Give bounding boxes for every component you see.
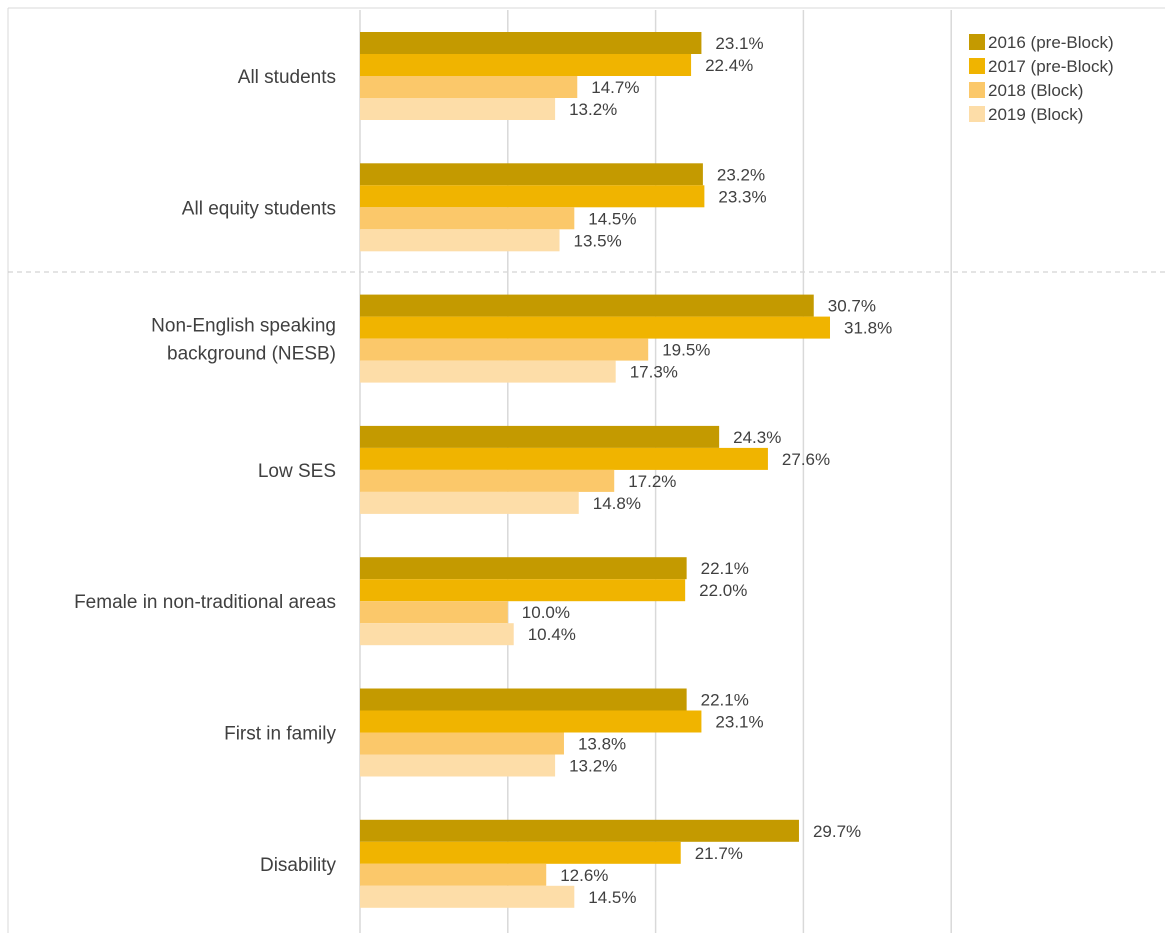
bar-female-in-non-traditional-areas-2017-pre-block <box>360 579 686 602</box>
legend-swatch-2017-pre-block <box>969 58 985 74</box>
value-label-all-equity-students-2017-pre-block: 23.3% <box>718 187 766 206</box>
bar-low-ses-2016-pre-block <box>360 425 720 448</box>
bar-low-ses-2017-pre-block <box>360 447 768 470</box>
bar-all-equity-students-2016-pre-block <box>360 163 703 186</box>
value-label-first-in-family-2019-block: 13.2% <box>569 757 617 776</box>
value-label-all-students-2016-pre-block: 23.1% <box>715 34 763 53</box>
value-label-all-equity-students-2019-block: 13.5% <box>574 231 622 250</box>
bar-female-in-non-traditional-areas-2018-block <box>360 601 508 624</box>
legend-label-2018-block: 2018 (Block) <box>988 81 1083 100</box>
value-label-first-in-family-2017-pre-block: 23.1% <box>715 713 763 732</box>
category-label-low-ses: Low SES <box>258 461 336 482</box>
category-label-line: Female in non-traditional areas <box>74 592 336 613</box>
bar-female-in-non-traditional-areas-2019-block <box>360 623 514 646</box>
bar-all-students-2018-block <box>360 76 578 98</box>
legend-swatch-2018-block <box>969 82 985 98</box>
value-label-first-in-family-2016-pre-block: 22.1% <box>701 691 749 710</box>
category-label-first-in-family: First in family <box>224 724 336 745</box>
value-label-non-english-speaking-background-nesb-2016-pre-block: 30.7% <box>828 297 876 316</box>
bar-first-in-family-2019-block <box>360 754 556 777</box>
value-label-female-in-non-traditional-areas-2019-block: 10.4% <box>528 625 576 644</box>
category-label-all-equity-students: All equity students <box>182 198 336 219</box>
value-label-disability-2018-block: 12.6% <box>560 866 608 885</box>
value-label-all-equity-students-2018-block: 14.5% <box>588 209 636 228</box>
bar-all-students-2016-pre-block <box>360 32 702 54</box>
category-label-line: Non-English speaking <box>151 316 336 337</box>
bar-disability-2017-pre-block <box>360 841 681 864</box>
value-label-first-in-family-2018-block: 13.8% <box>578 735 626 754</box>
value-label-all-students-2019-block: 13.2% <box>569 100 617 119</box>
category-label-all-students: All students <box>238 67 336 88</box>
bar-all-equity-students-2017-pre-block <box>360 185 705 208</box>
value-label-disability-2016-pre-block: 29.7% <box>813 822 861 841</box>
category-label-line: All equity students <box>182 198 336 219</box>
value-label-all-students-2018-block: 14.7% <box>591 78 639 97</box>
value-label-non-english-speaking-background-nesb-2017-pre-block: 31.8% <box>844 319 892 338</box>
value-label-female-in-non-traditional-areas-2016-pre-block: 22.1% <box>701 559 749 578</box>
bar-all-students-2019-block <box>360 98 556 120</box>
legend: 2016 (pre-Block) 2017 (pre-Block) 2018 (Bl… <box>969 33 1114 124</box>
category-label-line: All students <box>238 67 336 88</box>
value-label-non-english-speaking-background-nesb-2019-block: 17.3% <box>630 363 678 382</box>
category-label-disability: Disability <box>260 855 337 876</box>
value-label-disability-2019-block: 14.5% <box>588 888 636 907</box>
value-label-non-english-speaking-background-nesb-2018-block: 19.5% <box>662 341 710 360</box>
legend-label-2017-pre-block: 2017 (pre-Block) <box>988 57 1114 76</box>
bar-first-in-family-2016-pre-block <box>360 688 687 711</box>
legend-label-2016-pre-block: 2016 (pre-Block) <box>988 33 1114 52</box>
category-label-non-english-speaking-background-nesb: Non-English speaking background (NESB) <box>151 316 336 365</box>
category-label-line: Low SES <box>258 461 336 482</box>
category-label-female-in-non-traditional-areas: Female in non-traditional areas <box>74 592 336 613</box>
bar-all-students-2017-pre-block <box>360 54 692 76</box>
value-label-all-students-2017-pre-block: 22.4% <box>705 56 753 75</box>
legend-label-2019-block: 2019 (Block) <box>988 105 1083 124</box>
value-label-female-in-non-traditional-areas-2017-pre-block: 22.0% <box>699 581 747 600</box>
bars <box>360 32 831 908</box>
bar-all-equity-students-2018-block <box>360 207 575 230</box>
value-label-low-ses-2019-block: 14.8% <box>593 494 641 513</box>
bar-low-ses-2018-block <box>360 469 615 492</box>
value-label-all-equity-students-2016-pre-block: 23.2% <box>717 165 765 184</box>
legend-swatch-2019-block <box>969 106 985 122</box>
bar-all-equity-students-2019-block <box>360 229 560 252</box>
bar-disability-2016-pre-block <box>360 819 799 842</box>
bar-disability-2019-block <box>360 885 575 908</box>
bar-low-ses-2019-block <box>360 491 579 514</box>
category-label-line: First in family <box>224 724 336 745</box>
bar-non-english-speaking-background-nesb-2016-pre-block <box>360 294 814 317</box>
value-label-low-ses-2017-pre-block: 27.6% <box>782 450 830 469</box>
category-label-line: Disability <box>260 855 337 876</box>
bar-first-in-family-2017-pre-block <box>360 710 702 733</box>
legend-swatch-2016-pre-block <box>969 34 985 50</box>
bar-non-english-speaking-background-nesb-2019-block <box>360 360 616 383</box>
value-label-female-in-non-traditional-areas-2018-block: 10.0% <box>522 603 570 622</box>
category-labels: All students All equity students Non-Engli… <box>74 67 336 876</box>
bar-non-english-speaking-background-nesb-2017-pre-block <box>360 316 831 339</box>
value-labels: 23.1% 22.4% 14.7% 13.2% 23.2% 23.3% 14.5% 13.5%… <box>522 34 892 907</box>
bar-non-english-speaking-background-nesb-2018-block <box>360 338 649 361</box>
chart-frame <box>7 7 1165 933</box>
value-label-low-ses-2018-block: 17.2% <box>628 472 676 491</box>
bar-female-in-non-traditional-areas-2016-pre-block <box>360 557 687 580</box>
value-label-disability-2017-pre-block: 21.7% <box>695 844 743 863</box>
bar-first-in-family-2018-block <box>360 732 564 755</box>
value-label-low-ses-2016-pre-block: 24.3% <box>733 428 781 447</box>
bar-disability-2018-block <box>360 863 547 886</box>
category-label-line: background (NESB) <box>167 344 336 365</box>
